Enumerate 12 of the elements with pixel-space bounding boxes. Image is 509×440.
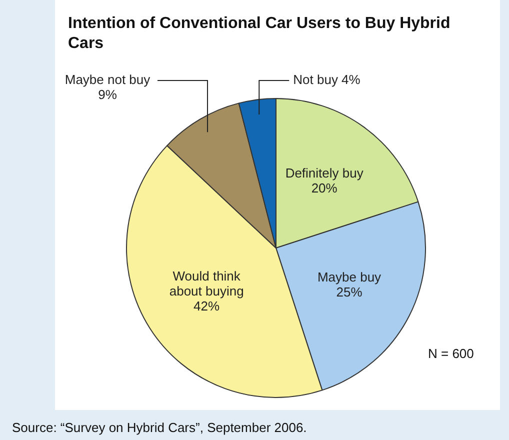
text: N = 600 xyxy=(428,346,474,361)
data-label: 20% xyxy=(311,180,338,196)
slice-label: Not buy 4% xyxy=(293,72,361,88)
chart-title: Intention of Conventional Car Users to Buy Hybrid Cars xyxy=(68,14,452,54)
data-label: 25% xyxy=(336,284,363,300)
data-label: 9% xyxy=(98,87,118,102)
data-label: 42% xyxy=(194,298,220,314)
slice-label: Would think about buying xyxy=(169,268,244,299)
slice-label: Maybe buy xyxy=(317,269,382,284)
source-note: Source: “Survey on Hybrid Cars”, September 2006. xyxy=(12,420,307,435)
slice-label: Maybe not buy xyxy=(64,72,151,88)
slice-label: Definitely buy xyxy=(285,166,364,181)
